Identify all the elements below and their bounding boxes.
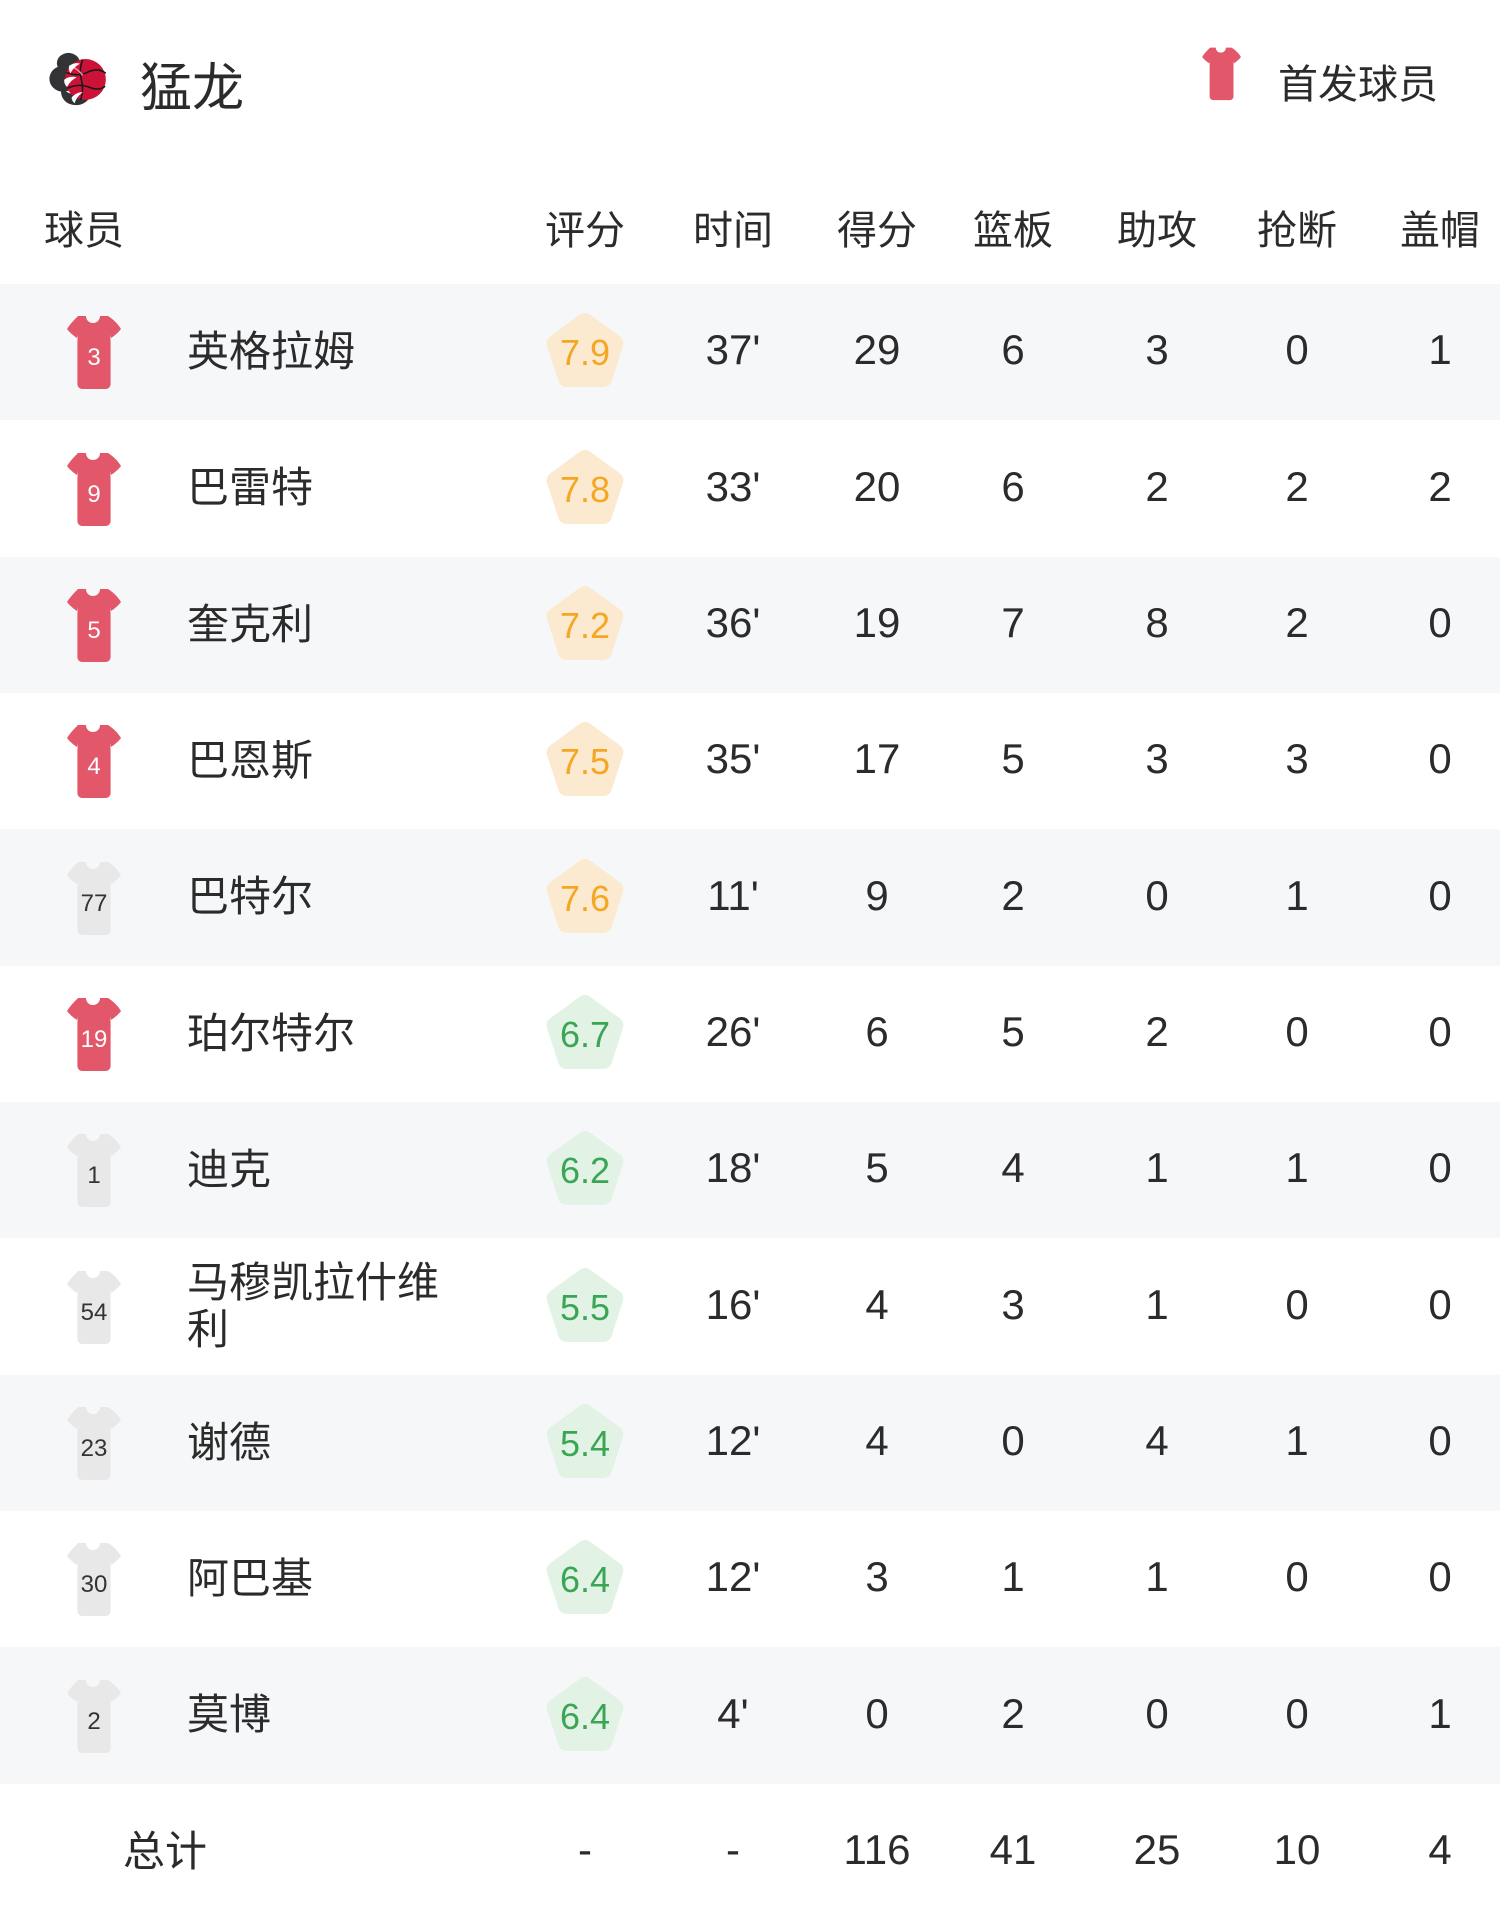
svg-text:1: 1 xyxy=(87,1162,100,1189)
svg-text:19: 19 xyxy=(81,1026,108,1053)
svg-text:5: 5 xyxy=(87,617,100,644)
svg-text:6.7: 6.7 xyxy=(560,1014,610,1055)
svg-text:5.5: 5.5 xyxy=(560,1287,610,1328)
svg-text:6.4: 6.4 xyxy=(560,1696,610,1737)
svg-text:7.2: 7.2 xyxy=(560,605,610,646)
svg-text:6.4: 6.4 xyxy=(560,1559,610,1600)
svg-text:5.4: 5.4 xyxy=(560,1423,610,1464)
svg-text:7.8: 7.8 xyxy=(560,469,610,510)
svg-text:3: 3 xyxy=(87,344,100,371)
svg-text:7.5: 7.5 xyxy=(560,741,610,782)
svg-text:9: 9 xyxy=(87,481,100,508)
svg-text:6.2: 6.2 xyxy=(560,1150,610,1191)
svg-text:7.9: 7.9 xyxy=(560,332,610,373)
svg-text:30: 30 xyxy=(81,1571,108,1598)
svg-text:23: 23 xyxy=(81,1435,108,1462)
svg-text:7.6: 7.6 xyxy=(560,878,610,919)
svg-text:2: 2 xyxy=(87,1708,100,1735)
svg-text:54: 54 xyxy=(81,1299,108,1326)
svg-text:77: 77 xyxy=(81,890,108,917)
svg-text:4: 4 xyxy=(87,753,100,780)
